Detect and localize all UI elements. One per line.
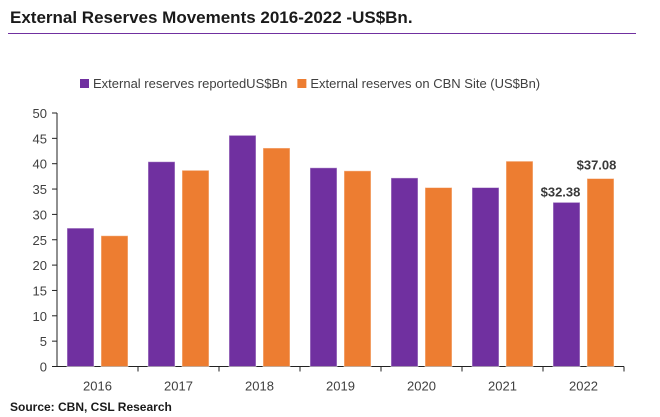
x-tick-label: 2022 [569,379,598,394]
bar-cbn-site-2020 [424,187,453,367]
y-tick-label: 20 [33,258,47,273]
source-note: Source: CBN, CSL Research [10,400,172,414]
title-underline [8,33,636,34]
bar-reported-2016 [66,227,95,367]
x-tick-label: 2017 [164,379,193,394]
bar-cbn-site-2016 [100,235,129,367]
y-tick-label: 0 [40,360,47,375]
bar-reported-2021 [471,187,500,367]
y-tick-label: 30 [33,207,47,222]
x-tick-label: 2016 [83,379,112,394]
bar-cbn-site-2021 [505,160,534,367]
data-label: $32.38 [541,184,581,199]
legend-label: External reserves on CBN Site (US$Bn) [310,76,540,91]
x-tick-label: 2020 [407,379,436,394]
bar-reported-2020 [390,177,419,367]
y-tick-label: 40 [33,157,47,172]
bar-cbn-site-2017 [181,169,210,367]
bar-cbn-site-2022 [586,178,615,367]
bar-reported-2018 [228,134,257,367]
y-tick-label: 50 [33,106,47,121]
chart-title: External Reserves Movements 2016-2022 -U… [10,8,413,27]
y-tick-label: 35 [33,182,47,197]
y-tick-label: 25 [33,233,47,248]
x-tick-label: 2021 [488,379,517,394]
bar-cbn-site-2019 [343,170,372,367]
y-tick-label: 15 [33,283,47,298]
x-tick-label: 2018 [245,379,274,394]
bar-reported-2022 [552,201,581,367]
bar-reported-2017 [147,161,176,367]
legend-swatch [297,79,307,88]
bar-reported-2019 [309,167,338,367]
data-label: $37.08 [577,158,617,173]
legend-label: External reserves reportedUS$Bn [93,76,287,91]
legend-swatch [80,79,89,88]
x-tick-label: 2019 [326,379,355,394]
y-tick-label: 45 [33,131,47,146]
bar-cbn-site-2018 [262,147,291,367]
y-tick-label: 5 [40,334,47,349]
y-tick-label: 10 [33,309,47,324]
